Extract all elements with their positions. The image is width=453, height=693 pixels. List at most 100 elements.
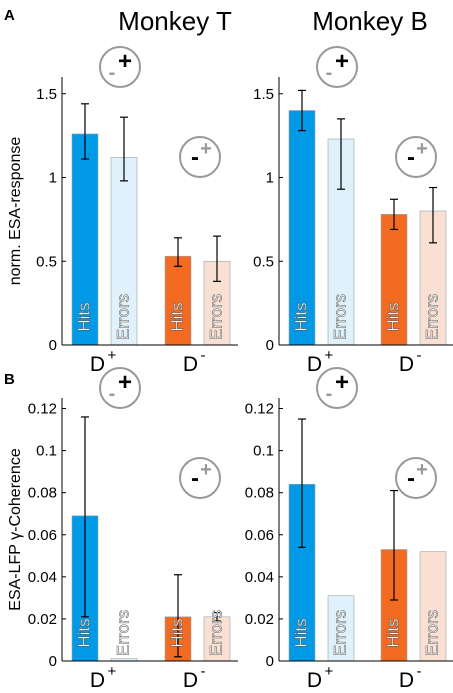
plus-icon-strong-sign: + (335, 369, 349, 396)
column-title-monkey-b: Monkey B (312, 6, 428, 36)
bar-label-errors: Errors (422, 294, 441, 340)
y-tick-label: 0.5 (253, 253, 274, 270)
group-label: D (90, 353, 105, 376)
group-label-superscript: + (108, 663, 117, 680)
y-axis-label: norm. ESA-response (7, 137, 24, 286)
bar-label-hits: Hits (167, 302, 186, 331)
y-tick-label: 0.08 (245, 485, 274, 502)
plus-icon-ring (316, 367, 358, 409)
group-label-superscript: - (417, 347, 422, 364)
group-label-superscript: + (108, 347, 117, 364)
plus-icon-weak-sign: - (109, 383, 116, 405)
bar-label-errors: Errors (113, 294, 132, 340)
minus-icon-ring (179, 136, 221, 178)
bar-label-errors: Errors (206, 610, 225, 656)
minus-icon: - + (395, 136, 437, 178)
plus-icon-weak-sign: - (326, 383, 333, 405)
bar-label-hits: Hits (291, 618, 310, 647)
panel-label-b: B (4, 371, 15, 388)
minus-icon: - + (179, 136, 221, 178)
bar-errors (327, 595, 355, 662)
y-tick-label: 1 (266, 170, 274, 187)
y-tick-label: 0.12 (28, 401, 57, 418)
minus-icon-strong-sign: - (407, 144, 415, 171)
minus-icon-strong-sign: - (191, 144, 199, 171)
y-tick-label: 1.5 (253, 86, 274, 103)
minus-icon-weak-sign: + (200, 138, 212, 160)
group-label: D (183, 669, 198, 692)
bar-label-hits: Hits (167, 618, 186, 647)
plus-icon-strong-sign: + (118, 369, 132, 396)
group-label: D (399, 669, 414, 692)
minus-icon-weak-sign: + (416, 459, 428, 481)
y-tick-label: 0 (49, 653, 57, 670)
bar-label-hits: Hits (383, 302, 402, 331)
minus-icon-ring (395, 136, 437, 178)
plus-icon: +- (316, 367, 358, 409)
minus-icon-ring (179, 457, 221, 499)
bar-label-errors: Errors (330, 610, 349, 656)
bar-label-hits: Hits (383, 618, 402, 647)
y-tick-label: 0.5 (36, 253, 57, 270)
plus-icon: +- (99, 46, 141, 88)
bar-label-errors: Errors (206, 294, 225, 340)
y-tick-label: 0 (266, 653, 274, 670)
bar-hits (164, 255, 192, 346)
group-label: D (307, 669, 322, 692)
plus-icon-strong-sign: + (335, 48, 349, 75)
bar-label-errors: Errors (330, 294, 349, 340)
group-label: D (307, 353, 322, 376)
bar-errors (419, 551, 447, 662)
y-tick-label: 0.02 (28, 611, 57, 628)
y-tick-label: 0.1 (253, 443, 274, 460)
y-tick-label: 0.04 (245, 569, 274, 586)
group-label-superscript: + (325, 347, 334, 364)
plus-icon-weak-sign: - (326, 62, 333, 84)
plus-icon-weak-sign: - (109, 62, 116, 84)
minus-icon-weak-sign: + (200, 459, 212, 481)
plus-icon: +- (99, 367, 141, 409)
minus-icon-strong-sign: - (407, 465, 415, 492)
group-label: D (183, 353, 198, 376)
y-axis-label: ESA-LFP γ-Coherence (7, 448, 24, 611)
y-tick-label: 1.5 (36, 86, 57, 103)
plus-icon-ring (316, 46, 358, 88)
plus-icon-ring (99, 367, 141, 409)
plus-icon-ring (99, 46, 141, 88)
group-label-superscript: - (417, 663, 422, 680)
bar-label-errors: Errors (113, 610, 132, 656)
bar-label-hits: Hits (74, 618, 93, 647)
y-tick-label: 0 (266, 337, 274, 354)
minus-icon-weak-sign: + (416, 138, 428, 160)
chart-panel-2: Hits Errors Hits Errors 0 0.02 0.04 0.06 0.08 0.1… (7, 367, 238, 692)
plus-icon-strong-sign: + (118, 48, 132, 75)
plus-icon: +- (316, 46, 358, 88)
bar-label-hits: Hits (291, 302, 310, 331)
bar-hits (71, 133, 99, 346)
minus-icon: - + (395, 457, 437, 499)
group-label-superscript: + (325, 663, 334, 680)
minus-icon-strong-sign: - (191, 465, 199, 492)
y-tick-label: 0.06 (245, 527, 274, 544)
chart-panel-0: Hits Errors Hits Errors 0 0.5 1 1.5 norm. ESA-re… (7, 46, 238, 376)
column-title-monkey-t: Monkey T (118, 6, 232, 36)
y-tick-label: 0.06 (28, 527, 57, 544)
y-tick-label: 0.04 (28, 569, 57, 586)
bar-label-errors: Errors (422, 610, 441, 656)
group-label-superscript: - (201, 347, 206, 364)
y-tick-label: 1 (49, 170, 57, 187)
y-tick-label: 0.08 (28, 485, 57, 502)
group-label: D (399, 353, 414, 376)
y-tick-label: 0.12 (245, 401, 274, 418)
minus-icon-ring (395, 457, 437, 499)
chart-panel-3: Hits Errors Hits Errors 0 0.02 0.04 0.06 0.08 0.1… (245, 367, 453, 692)
minus-icon: - + (179, 457, 221, 499)
bar-hits (288, 110, 316, 346)
y-tick-label: 0.02 (245, 611, 274, 628)
group-label: D (90, 669, 105, 692)
group-label-superscript: - (201, 663, 206, 680)
bar-label-hits: Hits (74, 302, 93, 331)
y-tick-label: 0.1 (36, 443, 57, 460)
panel-label-a: A (4, 7, 15, 24)
